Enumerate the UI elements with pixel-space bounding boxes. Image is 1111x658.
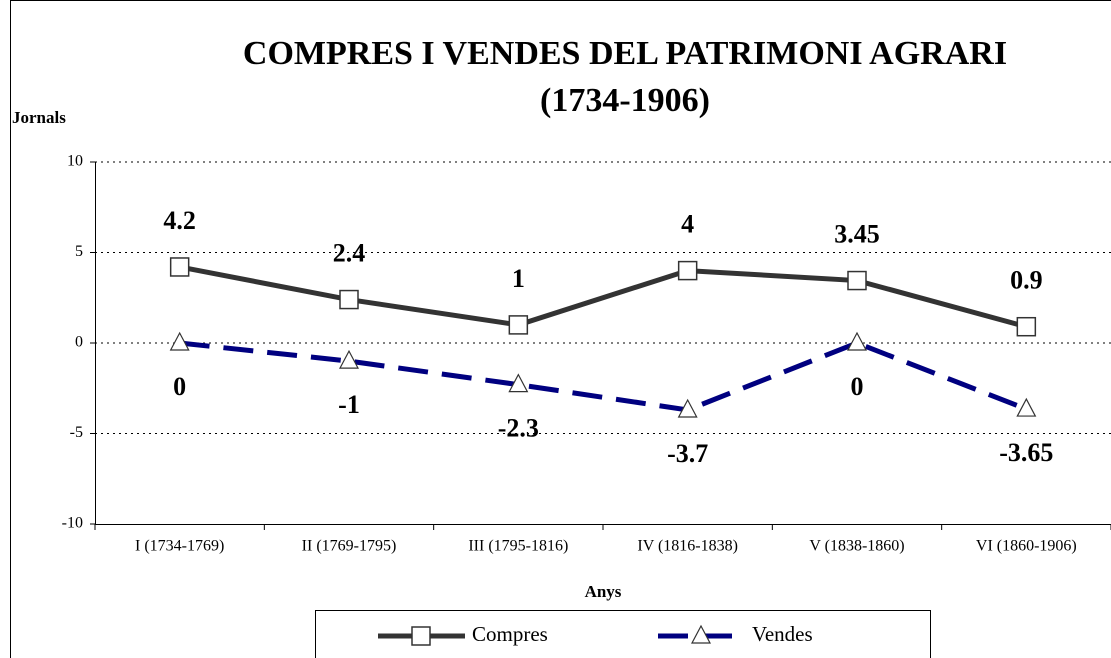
- y-tick-label: -10: [62, 515, 83, 532]
- chart-title: (1734-1906): [540, 82, 710, 119]
- x-tick-label: V (1838-1860): [809, 538, 904, 555]
- legend-label: Vendes: [752, 622, 813, 646]
- legend-label: Compres: [472, 622, 548, 646]
- data-point: [677, 260, 698, 281]
- data-point: [1016, 316, 1037, 337]
- x-axis-label: Anys: [585, 582, 622, 601]
- data-point: [339, 289, 359, 310]
- x-tick-label: VI (1860-1906): [976, 538, 1077, 555]
- series-line: [179, 340, 1028, 413]
- data-point: [508, 315, 529, 335]
- data-point: [339, 349, 359, 369]
- data-point: [169, 331, 190, 351]
- data-label: 1: [512, 264, 525, 293]
- chart-title: COMPRES I VENDES DEL PATRIMONI AGRARI: [243, 35, 1007, 72]
- data-point: [677, 398, 698, 418]
- y-tick-label: 5: [75, 243, 83, 260]
- data-label: 0.9: [1010, 266, 1043, 295]
- x-tick-label: IV (1816-1838): [637, 538, 738, 555]
- data-point: [847, 270, 867, 291]
- data-label: 0: [851, 372, 864, 401]
- x-tick-label: III (1795-1816): [468, 538, 568, 555]
- y-tick-label: -5: [70, 424, 83, 441]
- legend-marker: [691, 624, 711, 644]
- data-point: [847, 331, 867, 351]
- x-tick-label: II (1769-1795): [302, 538, 397, 555]
- data-label: -2.3: [498, 414, 539, 443]
- data-label: -1: [338, 390, 360, 419]
- y-tick-label: 10: [67, 153, 83, 170]
- y-axis-label: Jornals: [12, 108, 66, 127]
- data-label: 4: [681, 210, 694, 239]
- legend-marker: [411, 626, 431, 646]
- data-point: [169, 257, 190, 277]
- data-point: [1016, 397, 1037, 417]
- data-label: 2.4: [333, 239, 366, 268]
- data-label: 3.45: [834, 220, 880, 249]
- series-line: [179, 264, 1027, 330]
- x-tick-label: I (1734-1769): [135, 538, 224, 555]
- data-label: 4.2: [163, 206, 196, 235]
- y-tick-label: 0: [75, 334, 83, 351]
- data-label: 0: [173, 372, 186, 401]
- data-label: -3.65: [999, 438, 1053, 467]
- data-label: -3.7: [667, 439, 708, 468]
- data-point: [508, 373, 529, 393]
